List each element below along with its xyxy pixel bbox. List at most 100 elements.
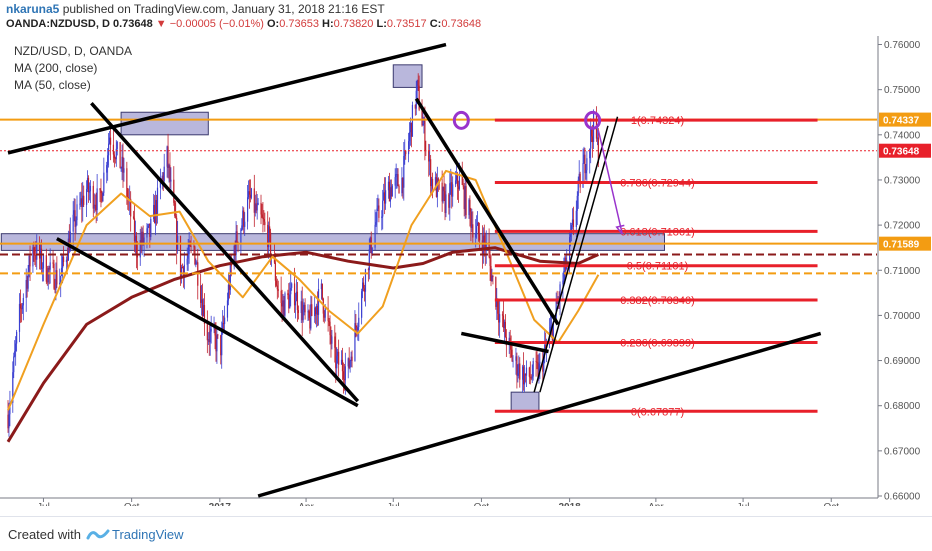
close-label: C: (429, 18, 442, 30)
candle-body (523, 366, 525, 385)
candle-body (344, 366, 346, 381)
candle-body (503, 321, 506, 328)
candle-body (390, 187, 392, 197)
candle-body (143, 237, 145, 243)
close-value: 0.73648 (441, 18, 482, 30)
candle-body (40, 248, 43, 269)
candle-body (228, 284, 230, 290)
candle-body (74, 210, 76, 227)
tradingview-logo-icon (86, 529, 110, 540)
candle-body (563, 271, 565, 281)
candle-body (195, 263, 197, 265)
price-label-box (879, 112, 931, 127)
candle-body (307, 311, 309, 313)
candle-body (302, 309, 304, 321)
zone-box-3 (510, 391, 540, 412)
candle-body (362, 282, 364, 292)
open-value: 0.73653 (279, 18, 319, 30)
x-tick-label: Oct (823, 502, 839, 506)
candle-body (39, 244, 41, 259)
candle-body (471, 224, 473, 228)
candle-body (284, 293, 286, 316)
candle-body (293, 283, 296, 306)
candle-body (154, 204, 156, 224)
publish-line: nkaruna5 published on TradingView.com, J… (6, 2, 385, 16)
candle-body (107, 155, 109, 166)
candle-body (108, 137, 111, 144)
candle-body (209, 331, 211, 343)
candle-body (126, 168, 128, 197)
price-label-text: 0.73648 (883, 147, 920, 158)
candle-body (552, 321, 554, 341)
candle-body (9, 402, 11, 415)
candle-body (443, 187, 445, 192)
candle-body (316, 305, 319, 315)
candle-body (175, 215, 177, 218)
candle-body (584, 154, 586, 174)
candle-body (323, 313, 325, 318)
candle-body (155, 200, 158, 215)
chart-canvas[interactable]: 1(0.74324) 0.786(0.72944) 0.618(0.71861) 0.… (0, 36, 932, 513)
candle-body (253, 188, 255, 213)
candle-body (162, 175, 164, 182)
candle-body (244, 221, 246, 227)
candle-body (363, 288, 366, 292)
candle-body (150, 219, 152, 237)
candle-body (404, 150, 406, 157)
y-tick-label: 0.71000 (884, 266, 921, 277)
candle-body (8, 414, 10, 429)
candle-body (550, 325, 553, 328)
candle-body (59, 282, 61, 285)
candle-body (530, 377, 532, 379)
candle-body (490, 266, 492, 282)
tradingview-brand[interactable]: TradingView (112, 527, 184, 542)
candle-body (55, 270, 57, 290)
low-label: L: (376, 18, 387, 30)
candle-body (591, 129, 593, 137)
y-tick-label: 0.70000 (884, 311, 921, 322)
candle-body (485, 242, 487, 251)
candle-body (417, 80, 419, 86)
candle-body (354, 323, 356, 361)
projection-arrow (597, 130, 624, 235)
candle-body (69, 231, 71, 252)
candle-body (315, 307, 317, 315)
candle-body (106, 165, 108, 173)
candle-body (470, 211, 472, 228)
candle-body (121, 156, 123, 169)
candle-body (371, 247, 373, 254)
candle-body (210, 328, 212, 332)
candle-body (301, 301, 303, 321)
candle-body (254, 203, 256, 213)
trendline (414, 97, 560, 326)
candle-body (93, 204, 95, 209)
candle-body (85, 189, 88, 205)
candle-body (112, 144, 115, 155)
candle-body (367, 269, 369, 271)
candle-body (256, 204, 258, 211)
candle-body (262, 217, 264, 220)
candle-body (179, 236, 182, 279)
candle-body (402, 177, 404, 188)
candle-body (140, 240, 142, 245)
candle-body (430, 159, 432, 187)
candle-body (274, 262, 276, 281)
candle-body (297, 310, 299, 314)
candle-body (108, 143, 110, 156)
candle-body (281, 303, 283, 307)
candle-body (28, 255, 30, 272)
candle-body (200, 285, 202, 303)
candle-body (497, 299, 499, 314)
candle-body (522, 366, 524, 380)
candle-body (183, 264, 185, 278)
author-name[interactable]: nkaruna5 (6, 2, 60, 16)
candle-body (174, 202, 176, 216)
candle-body (95, 204, 97, 211)
candle-body (537, 362, 539, 378)
candle-body (269, 226, 271, 233)
candle-body (81, 198, 83, 207)
candle-body (72, 214, 74, 232)
candle-body (538, 363, 540, 378)
candle-body (109, 137, 112, 145)
price-chart[interactable]: 1(0.74324) 0.786(0.72944) 0.618(0.71861) 0.… (0, 36, 932, 513)
